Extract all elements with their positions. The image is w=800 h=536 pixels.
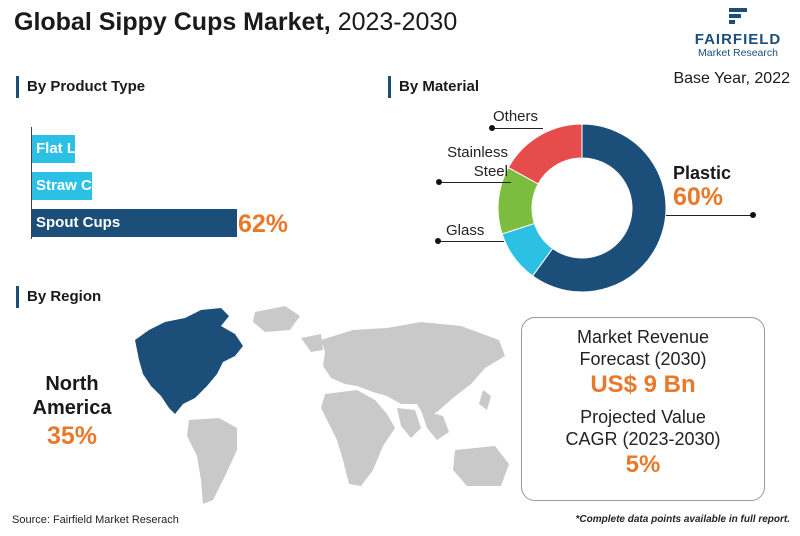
stainless-steel-label: Stainless Steel xyxy=(441,143,508,181)
cagr-line1: Projected Value xyxy=(580,407,706,427)
section-title-product-type: By Product Type xyxy=(16,76,145,98)
title-main: Global Sippy Cups Market, xyxy=(14,8,331,36)
cagr-line2: CAGR (2023-2030) xyxy=(565,429,721,449)
bar-straw-cups: Straw Cups xyxy=(32,172,119,200)
plastic-value: 60% xyxy=(673,183,724,211)
revenue-value: US$ 9 Bn xyxy=(590,371,696,398)
revenue-line2: Forecast (2030) xyxy=(579,349,707,369)
stainless-label-line1: Stainless xyxy=(447,144,508,161)
glass-leader-dot xyxy=(435,238,441,244)
full-report-note: *Complete data points available in full … xyxy=(575,514,790,525)
stainless-label-line2: Steel xyxy=(473,163,508,180)
revenue-line1: Market Revenue xyxy=(576,327,710,347)
map-other-regions xyxy=(187,306,509,504)
logo-mark-icon xyxy=(729,8,747,24)
section-title-region: By Region xyxy=(16,286,101,308)
north-america-label: North America xyxy=(22,372,122,420)
page-title: Global Sippy Cups Market, 2023-2030 xyxy=(14,8,457,37)
section-title-material: By Material xyxy=(388,76,479,98)
bar-axis xyxy=(31,127,32,239)
summary-box: Market Revenue Forecast (2030) US$ 9 Bn … xyxy=(521,317,765,501)
plastic-label: Plastic xyxy=(673,163,732,183)
stainless-leader-dot xyxy=(436,179,442,185)
plastic-leader-dot xyxy=(750,212,756,218)
north-america-value: 35% xyxy=(46,422,98,450)
donut-slice-plastic xyxy=(531,123,667,293)
bar-flat-lid: Flat Lid xyxy=(32,135,89,163)
world-map xyxy=(135,306,509,504)
region-label-line1: North xyxy=(45,373,99,395)
brand-logo: FAIRFIELD Market Research xyxy=(688,6,788,59)
material-donut-chart xyxy=(497,123,667,293)
title-years: 2023-2030 xyxy=(337,8,458,36)
glass-label: Glass xyxy=(446,222,485,239)
logo-word: FAIRFIELD xyxy=(694,31,782,48)
others-label: Others xyxy=(493,108,539,125)
base-year: Base Year, 2022 xyxy=(673,70,790,87)
donut-slice-others xyxy=(507,123,583,185)
bar-spout-cups: Spout Cups xyxy=(32,209,237,237)
glass-leader-line xyxy=(440,241,504,242)
spout-cups-value-label: 62% xyxy=(238,210,289,238)
stainless-leader-line xyxy=(441,182,511,183)
region-label-line2: America xyxy=(32,397,112,419)
source-note: Source: Fairfield Market Reserach xyxy=(12,514,179,526)
others-leader-dot xyxy=(489,125,495,131)
logo-subtitle: Market Research xyxy=(698,47,778,59)
plastic-leader-line xyxy=(666,215,752,216)
others-leader-line xyxy=(493,128,543,129)
cagr-value: 5% xyxy=(625,451,661,478)
map-north-america xyxy=(135,308,243,414)
